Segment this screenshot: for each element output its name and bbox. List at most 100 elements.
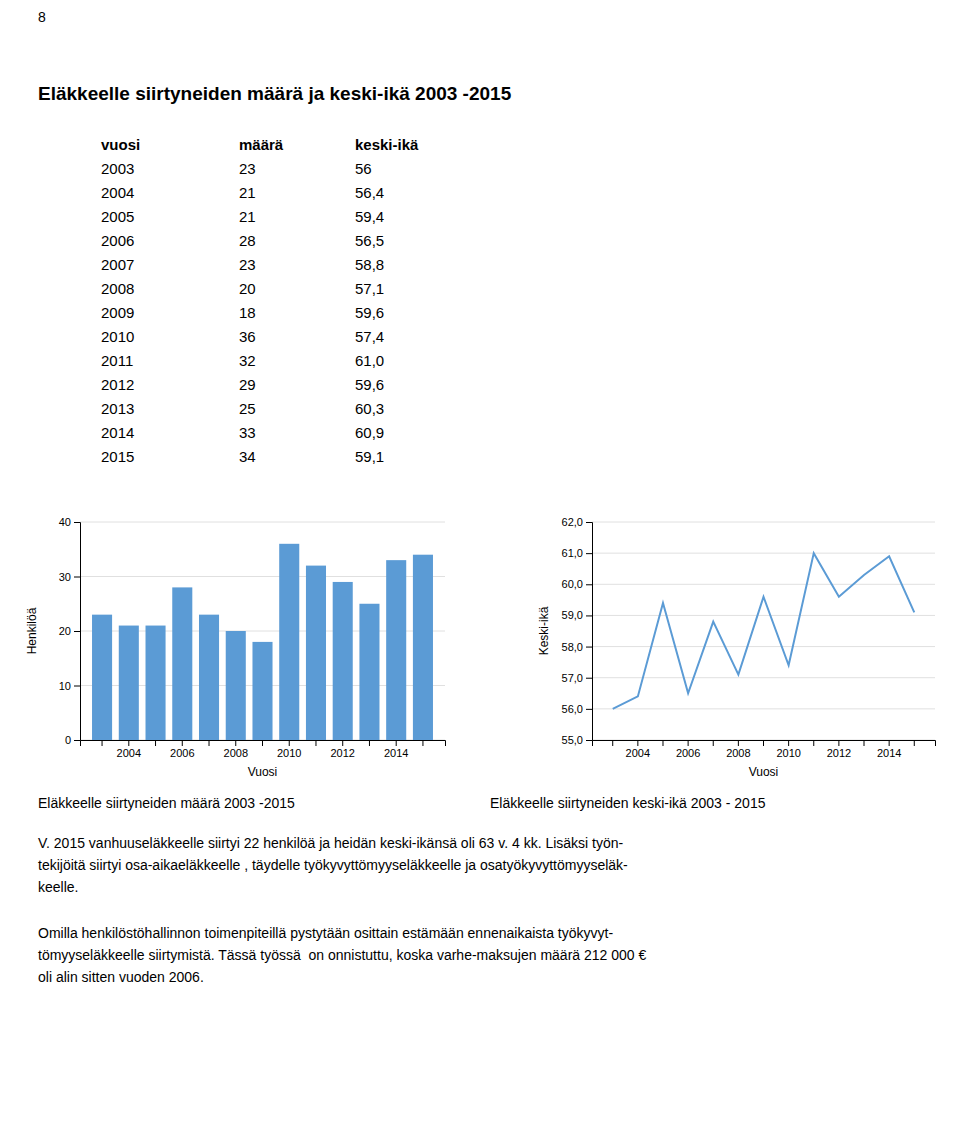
tick-label: 2006 [170,747,194,759]
table-cell: 21 [239,208,256,225]
tick [262,740,263,746]
tick-mark [838,740,839,746]
tick: 2014 [384,740,408,759]
tick-label: 56,0 [562,703,583,715]
tick [315,740,316,746]
table-cell: 60,3 [355,400,384,417]
tick [864,740,865,746]
table-cell: 57,4 [355,328,384,345]
bar [359,604,379,740]
tick-mark [74,522,80,523]
tick-label: 2006 [676,747,700,759]
table-header: määrä [239,136,284,153]
tick-mark [586,740,592,741]
tick-label: 0 [65,734,71,746]
chart-line: 20042006200820102012201455,056,057,058,0… [490,516,936,811]
table-cell: 2008 [101,280,134,297]
bar [279,544,299,740]
tick: 59,0 [562,609,592,621]
tick-mark [235,740,236,746]
tick [662,740,663,746]
grid-line [80,522,445,523]
tick: 2012 [827,740,851,759]
axis-line [586,523,593,741]
table-cell: 20 [239,280,256,297]
table-cell: 36 [239,328,256,345]
tick-mark [586,553,592,554]
paragraph-line: oli alin sitten vuoden 2006. [38,969,204,985]
table-cell: 59,4 [355,208,384,225]
chart-title: Eläkkeelle siirtyneiden keski-ikä 2003 -… [490,795,766,811]
table-cell: 34 [239,448,256,465]
table-cell: 2013 [101,400,134,417]
table-cell: 2011 [101,352,133,369]
tick-mark [586,522,592,523]
tick-mark [289,740,290,746]
table-cell: 2006 [101,232,134,249]
tick [813,740,814,746]
tick-mark [738,740,739,746]
y-axis-title: Keski-ikä [537,606,551,655]
tick-mark [813,740,814,746]
table-cell: 23 [239,256,256,273]
tick-label: 2004 [117,747,141,759]
tick [155,740,156,746]
tick-mark [74,577,80,578]
page-number: 8 [38,9,46,25]
tick-mark [74,740,80,741]
bar [119,626,139,740]
tick: 2010 [277,740,301,759]
tick-mark [128,740,129,746]
table: vuosimääräkeski-ikä2003235620042156,4200… [101,136,419,465]
tick: 2006 [676,740,700,759]
tick-mark [662,740,663,746]
y-axis: 55,056,057,058,059,060,061,062,0 [562,516,593,746]
bar [92,615,112,740]
tick: 2004 [626,740,650,759]
table-cell: 59,6 [355,304,384,321]
table-cell: 2010 [101,328,134,345]
tick-label: 2012 [330,747,354,759]
bar [306,566,326,740]
table-cell: 61,0 [355,352,384,369]
tick [612,740,613,746]
table-cell: 28 [239,232,256,249]
tick-label: 2004 [626,747,650,759]
tick-mark [763,740,764,746]
table-cell: 23 [239,160,256,177]
table-cell: 25 [239,400,256,417]
bar [386,560,406,740]
tick [102,740,103,746]
table-cell: 2012 [101,376,134,393]
x-axis: 2004 2006 2008 2010 2012 2014 [593,740,936,759]
paragraph-line: tekijöitä siirtyi osa-aikaeläkkeelle , t… [38,857,628,873]
tick-mark [586,615,592,616]
tick-label: 2010 [776,747,800,759]
tick: 2008 [726,740,750,759]
chart-bar: 200420062008201020122014010203040VuosiHe… [25,516,446,811]
tick [713,740,714,746]
tick-mark [102,740,103,746]
table-cell: 56,5 [355,232,384,249]
tick: 2008 [224,740,248,759]
tick-label: 2008 [726,747,750,759]
tick-label: 58,0 [562,641,583,653]
tick-label: 2010 [277,747,301,759]
grid-line [592,584,935,585]
table-cell: 29 [239,376,256,393]
tick-mark [369,740,370,746]
table-cell: 59,6 [355,376,384,393]
tick: 2014 [877,740,901,759]
tick-label: 30 [59,571,71,583]
tick: 0 [65,734,80,746]
tick [763,740,764,746]
table-cell: 2007 [101,256,134,273]
tick: 2004 [117,740,141,759]
y-axis-title: Henkilöä [25,607,39,654]
paragraph-line: keelle. [38,879,78,895]
tick-label: 2014 [384,747,408,759]
tick-label: 2014 [877,747,901,759]
tick-mark [396,740,397,746]
plot-area [613,553,915,709]
tick-mark [637,740,638,746]
